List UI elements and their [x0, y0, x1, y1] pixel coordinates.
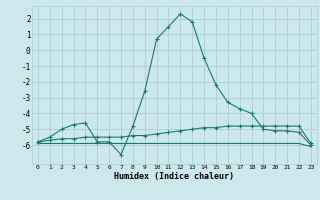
X-axis label: Humidex (Indice chaleur): Humidex (Indice chaleur) — [115, 172, 234, 181]
